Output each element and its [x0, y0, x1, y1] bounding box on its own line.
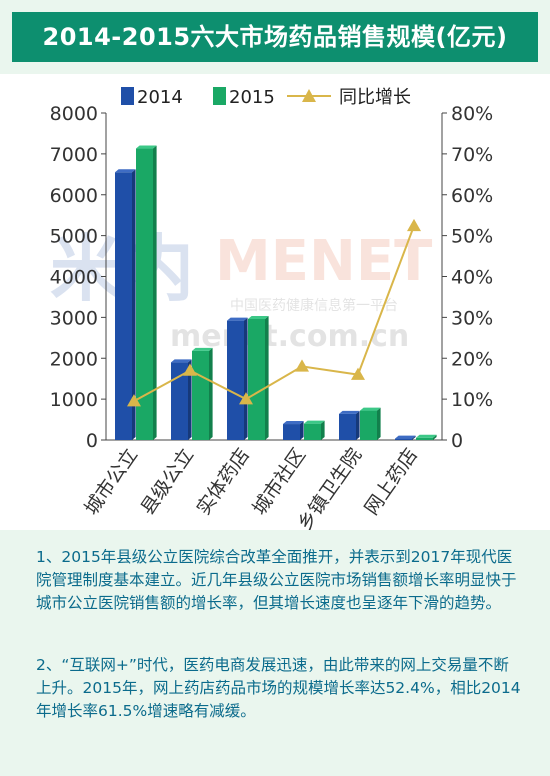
y-left-tick-label: 6000	[50, 185, 98, 207]
bar-side-2014-1	[188, 359, 192, 440]
bar-side-2015-3	[321, 420, 325, 440]
legend-label-1: 2015	[229, 87, 275, 108]
bar-2015-4	[360, 410, 377, 440]
bar-2015-1	[192, 350, 209, 440]
bar-side-2014-3	[300, 421, 304, 440]
watermark-tagline: 中国医药健康信息第一平台	[230, 297, 398, 314]
bar-2014-2	[227, 320, 244, 440]
y-right-tick-label: 50%	[451, 226, 493, 248]
y-left-tick-label: 5000	[50, 226, 98, 248]
watermark-brand: MENET	[215, 229, 432, 294]
y-left-tick-label: 4000	[50, 267, 98, 289]
line-marker-0	[127, 394, 141, 407]
y-right-tick-label: 30%	[451, 307, 493, 329]
bar-2014-4	[339, 413, 356, 440]
bar-top-2015-1	[192, 347, 213, 351]
bar-2014-5	[395, 438, 412, 440]
x-tick-label: 实体药店	[192, 444, 254, 519]
legend-label-2: 同比增长	[339, 87, 411, 108]
bar-side-2015-0	[153, 145, 157, 440]
y-right-tick-label: 40%	[451, 267, 493, 289]
notes-section: 1、2015年县级公立医院综合改革全面推开，并表示到2017年现代医院管理制度基…	[0, 530, 550, 776]
bar-side-2015-1	[209, 347, 213, 440]
y-right-tick-label: 20%	[451, 348, 493, 370]
y-right-tick-label: 80%	[451, 103, 493, 125]
bar-side-2014-5	[412, 435, 416, 440]
chart-svg: 米内 MENET 中国医药健康信息第一平台 menet.com.cn 01000…	[50, 87, 493, 530]
bar-2014-3	[283, 424, 300, 440]
bar-side-2015-5	[433, 434, 437, 440]
bar-top-2015-2	[248, 316, 269, 320]
chart-title: 2014-2015六大市场药品销售规模(亿元)	[12, 12, 538, 62]
bar-top-2014-3	[283, 421, 304, 425]
line-marker-4	[351, 367, 365, 380]
bar-side-2014-2	[244, 317, 248, 440]
line-marker-2	[239, 392, 253, 405]
note-1: 1、2015年县级公立医院综合改革全面推开，并表示到2017年现代医院管理制度基…	[36, 548, 517, 612]
bar-side-2014-4	[356, 410, 360, 440]
y-right-tick-label: 0	[451, 430, 463, 452]
bar-2015-5	[416, 437, 433, 440]
line-marker-1	[183, 363, 197, 376]
legend-marker	[302, 89, 316, 102]
y-right-tick-label: 70%	[451, 144, 493, 166]
bar-top-2015-5	[416, 434, 437, 438]
y-right-tick-label: 10%	[451, 389, 493, 411]
title-bar: 2014-2015六大市场药品销售规模(亿元)	[0, 0, 550, 74]
x-tick-label: 城市社区	[248, 444, 310, 519]
bar-top-2014-5	[395, 435, 416, 439]
y-right-tick-label: 60%	[451, 185, 493, 207]
bar-2014-0	[115, 172, 132, 441]
bar-top-2015-4	[360, 407, 381, 411]
x-tick-label: 城市公立	[80, 444, 142, 519]
bar-2015-0	[136, 148, 153, 440]
bar-side-2015-2	[265, 316, 269, 440]
bar-2015-2	[248, 319, 265, 440]
bar-top-2014-4	[339, 410, 360, 414]
y-left-tick-label: 7000	[50, 144, 98, 166]
y-left-tick-label: 2000	[50, 348, 98, 370]
y-left-tick-label: 1000	[50, 389, 98, 411]
line-marker-5	[407, 218, 421, 232]
legend-swatch-2014	[121, 87, 134, 105]
bar-top-2014-0	[115, 169, 136, 173]
line-growth	[133, 225, 415, 403]
bar-top-2014-1	[171, 359, 192, 363]
bar-side-2015-4	[377, 407, 381, 440]
bar-2015-3	[304, 423, 321, 440]
bar-top-2015-0	[136, 145, 157, 149]
bar-2014-1	[171, 362, 188, 440]
note-2: 2、“互联网+”时代，医药电商发展迅速，由此带来的网上交易量不断上升。2015年…	[36, 656, 521, 720]
bar-side-2014-0	[132, 169, 136, 441]
line-marker-3	[295, 359, 309, 372]
y-left-tick-label: 8000	[50, 103, 98, 125]
y-left-tick-label: 3000	[50, 307, 98, 329]
bar-top-2014-2	[227, 317, 248, 321]
legend-swatch-2015	[213, 87, 226, 105]
bar-top-2015-3	[304, 420, 325, 424]
chart-area: 米内 MENET 中国医药健康信息第一平台 menet.com.cn 01000…	[0, 74, 550, 530]
y-left-tick-label: 0	[86, 430, 98, 452]
x-tick-label: 县级公立	[136, 444, 198, 519]
legend-label-0: 2014	[137, 87, 183, 108]
x-tick-label: 网上药店	[360, 444, 422, 519]
